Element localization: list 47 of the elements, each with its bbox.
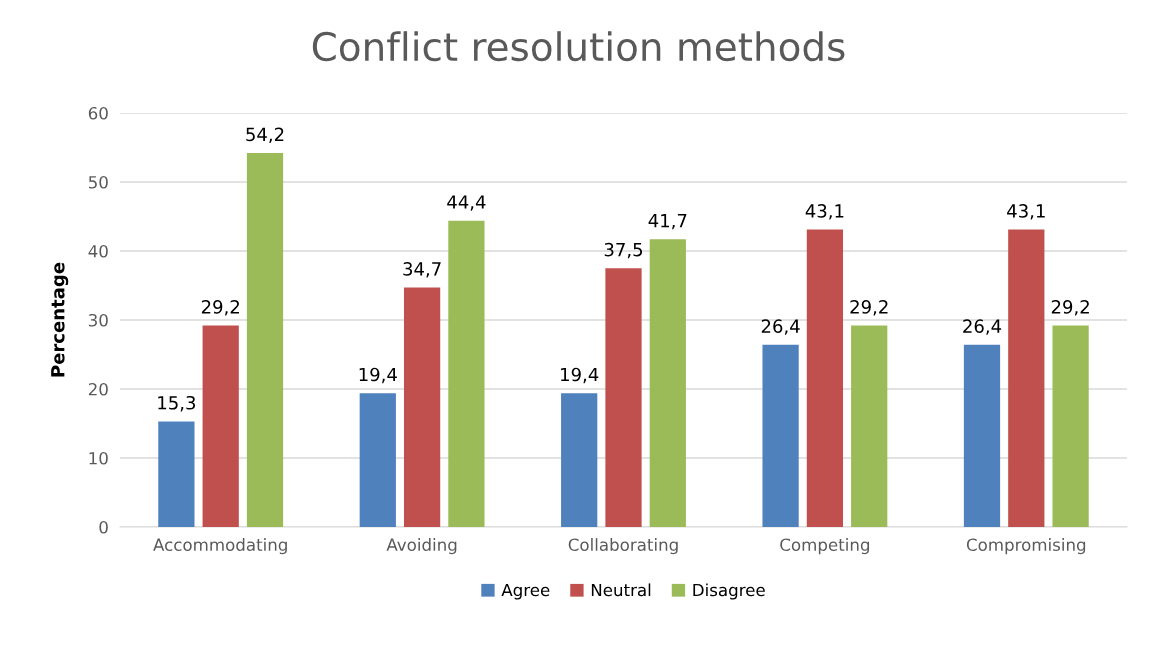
data-label: 29,2 [201, 300, 239, 316]
bar [762, 344, 799, 527]
data-label: 43,1 [805, 204, 844, 220]
data-label: 26,4 [963, 319, 1002, 335]
bar [448, 220, 485, 527]
y-tick-label: 0 [99, 520, 108, 534]
y-tick-label: 10 [89, 451, 108, 465]
bar [963, 344, 1001, 527]
data-label: 26,4 [761, 319, 800, 335]
data-label: 19,4 [561, 367, 599, 384]
data-label: 41,7 [648, 214, 687, 230]
x-tick-label: Competing [780, 538, 869, 555]
data-label: 37,5 [604, 242, 643, 259]
bar [403, 287, 441, 527]
x-tick-label: Accommodating [153, 538, 287, 555]
data-label: 15,3 [158, 395, 196, 412]
data-label: 29,2 [1051, 300, 1089, 316]
data-label: 19,4 [359, 367, 397, 384]
bar [851, 325, 888, 527]
bar [202, 325, 239, 527]
y-tick-label: 50 [88, 175, 108, 189]
y-tick-label: 20 [88, 382, 108, 396]
data-label: 43,1 [1007, 204, 1045, 220]
data-label: 54,2 [246, 127, 284, 144]
bar [246, 153, 284, 527]
legend-label: Agree [501, 583, 550, 600]
y-tick-label: 40 [88, 244, 108, 258]
bar [1052, 325, 1089, 527]
bar [561, 393, 598, 527]
data-label: 29,2 [850, 300, 888, 316]
bar [649, 239, 686, 527]
x-tick-label: Avoiding [386, 538, 457, 555]
x-tick-label: Compromising [966, 538, 1086, 555]
y-tick-label: 60 [88, 106, 108, 120]
bar [806, 229, 844, 527]
x-tick-label: Collaborating [568, 538, 678, 555]
bar [359, 393, 396, 527]
chart-title: Conflict resolution methods [312, 31, 845, 62]
legend-label: Disagree [693, 583, 765, 600]
bar [605, 268, 642, 527]
y-axis-title: Percentage [51, 262, 69, 377]
bar [158, 421, 195, 527]
y-tick-label: 30 [88, 313, 108, 327]
data-label: 44,4 [447, 195, 486, 211]
legend-label: Neutral [591, 583, 651, 597]
bar [1008, 229, 1045, 527]
data-label: 34,7 [403, 262, 441, 278]
